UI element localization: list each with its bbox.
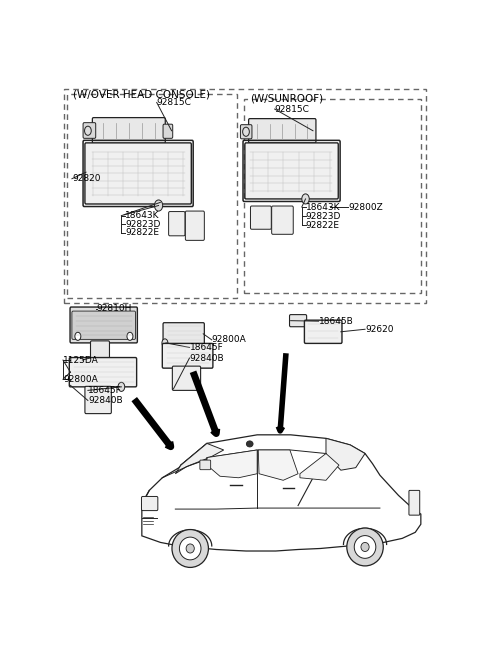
Ellipse shape: [172, 529, 208, 567]
Circle shape: [243, 127, 249, 136]
Text: 92815C: 92815C: [156, 98, 192, 107]
Text: 92823D: 92823D: [125, 220, 160, 229]
FancyBboxPatch shape: [85, 386, 111, 414]
FancyBboxPatch shape: [304, 320, 342, 343]
Text: 92800Z: 92800Z: [348, 203, 383, 211]
Text: 18643K: 18643K: [305, 203, 340, 211]
Ellipse shape: [361, 543, 369, 552]
FancyBboxPatch shape: [69, 358, 137, 387]
Bar: [244, 99, 421, 293]
Ellipse shape: [347, 528, 383, 566]
FancyBboxPatch shape: [409, 491, 420, 515]
Polygon shape: [142, 435, 421, 551]
Circle shape: [127, 333, 133, 340]
Ellipse shape: [186, 544, 194, 553]
Polygon shape: [258, 450, 298, 480]
Text: 92840B: 92840B: [190, 354, 224, 363]
FancyBboxPatch shape: [200, 460, 211, 470]
Bar: [67, 94, 237, 298]
FancyBboxPatch shape: [83, 123, 96, 138]
Circle shape: [162, 339, 168, 347]
Circle shape: [118, 382, 125, 392]
FancyBboxPatch shape: [163, 124, 173, 138]
Polygon shape: [326, 438, 365, 470]
Ellipse shape: [246, 441, 253, 447]
FancyBboxPatch shape: [240, 125, 252, 139]
Text: 92815C: 92815C: [275, 104, 310, 113]
Text: 92810H: 92810H: [96, 304, 132, 313]
Text: 18643K: 18643K: [125, 211, 159, 220]
FancyBboxPatch shape: [185, 211, 204, 240]
Circle shape: [155, 200, 163, 211]
Text: 18645B: 18645B: [319, 317, 353, 325]
Text: 92822E: 92822E: [305, 220, 339, 230]
FancyBboxPatch shape: [245, 143, 338, 199]
Bar: [64, 89, 426, 304]
FancyBboxPatch shape: [249, 119, 316, 143]
Polygon shape: [207, 450, 257, 478]
Circle shape: [75, 333, 81, 340]
FancyBboxPatch shape: [172, 366, 201, 390]
FancyBboxPatch shape: [91, 341, 109, 359]
FancyBboxPatch shape: [251, 206, 271, 229]
Text: 92822E: 92822E: [125, 228, 159, 237]
Text: 92620: 92620: [365, 325, 394, 334]
Text: 92820: 92820: [72, 174, 100, 183]
Text: 92800A: 92800A: [212, 335, 247, 344]
Text: 18645F: 18645F: [190, 343, 223, 352]
FancyBboxPatch shape: [163, 323, 204, 345]
FancyBboxPatch shape: [168, 212, 185, 236]
Ellipse shape: [354, 535, 376, 558]
Circle shape: [302, 194, 309, 204]
FancyBboxPatch shape: [85, 143, 192, 204]
FancyBboxPatch shape: [289, 315, 307, 327]
Polygon shape: [175, 443, 224, 474]
FancyBboxPatch shape: [70, 307, 137, 343]
Text: 1125DA: 1125DA: [63, 356, 99, 365]
Text: 92840B: 92840B: [88, 396, 122, 405]
Text: 92823D: 92823D: [305, 212, 341, 220]
Text: 92800A: 92800A: [63, 375, 98, 384]
FancyBboxPatch shape: [142, 497, 158, 510]
Ellipse shape: [180, 537, 201, 560]
Text: (W/SUNROOF): (W/SUNROOF): [250, 93, 323, 104]
Circle shape: [84, 126, 91, 135]
FancyBboxPatch shape: [162, 343, 213, 368]
Text: (W/OVER HEAD CONSOLE): (W/OVER HEAD CONSOLE): [73, 90, 210, 100]
FancyBboxPatch shape: [72, 311, 135, 339]
Text: 18645F: 18645F: [88, 386, 121, 395]
FancyBboxPatch shape: [272, 206, 293, 234]
Polygon shape: [300, 453, 339, 480]
FancyBboxPatch shape: [92, 117, 165, 144]
